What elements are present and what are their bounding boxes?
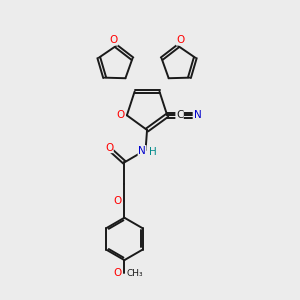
- Text: H: H: [149, 147, 157, 157]
- Text: O: O: [110, 35, 118, 45]
- Text: O: O: [176, 35, 184, 45]
- Text: C: C: [176, 110, 183, 120]
- Text: O: O: [116, 110, 124, 120]
- Text: N: N: [194, 110, 201, 120]
- Text: CH₃: CH₃: [126, 269, 143, 278]
- Text: O: O: [114, 196, 122, 206]
- Text: O: O: [114, 268, 122, 278]
- Text: N: N: [138, 146, 146, 156]
- Text: O: O: [105, 142, 113, 153]
